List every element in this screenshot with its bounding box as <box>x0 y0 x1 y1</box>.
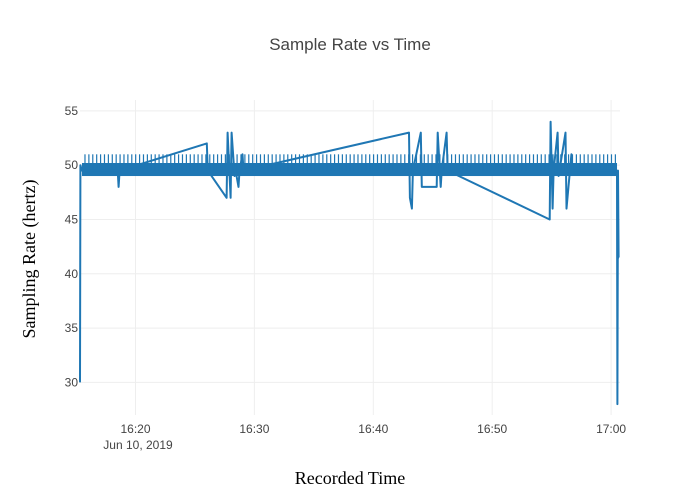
x-date-label: Jun 10, 2019 <box>103 438 173 452</box>
x-axis-title: Recorded Time <box>295 468 406 488</box>
y-tick-label: 40 <box>65 267 79 281</box>
chart-title: Sample Rate vs Time <box>269 35 431 54</box>
y-tick-label: 45 <box>65 212 79 226</box>
y-tick-label: 35 <box>65 321 79 335</box>
spike-layer <box>84 154 616 171</box>
grid-layer <box>80 100 620 415</box>
noise-band <box>81 163 618 177</box>
series-layer <box>79 120 620 406</box>
x-tick-label: 16:50 <box>477 422 507 436</box>
y-axis-title: Sampling Rate (hertz) <box>19 180 40 339</box>
y-tick-label: 50 <box>65 158 79 172</box>
y-tick-label: 30 <box>65 375 79 389</box>
x-tick-label: 16:40 <box>358 422 388 436</box>
x-tick-label: 16:30 <box>239 422 269 436</box>
y-tick-labels: 30 35 40 45 50 55 <box>65 104 79 390</box>
x-tick-labels: 16:20 16:30 16:40 16:50 17:00 <box>120 422 626 436</box>
noise-band-layer <box>81 163 618 177</box>
y-tick-label: 55 <box>65 104 79 118</box>
x-tick-label: 16:20 <box>120 422 150 436</box>
series-line <box>79 120 620 406</box>
x-tick-label: 17:00 <box>596 422 626 436</box>
